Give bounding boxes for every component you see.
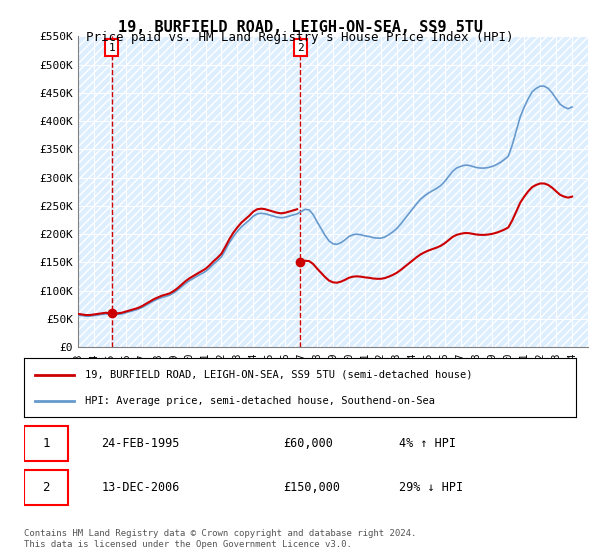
Text: 29% ↓ HPI: 29% ↓ HPI [400,480,463,493]
Text: Contains HM Land Registry data © Crown copyright and database right 2024.
This d: Contains HM Land Registry data © Crown c… [24,529,416,549]
Text: 19, BURFIELD ROAD, LEIGH-ON-SEA, SS9 5TU: 19, BURFIELD ROAD, LEIGH-ON-SEA, SS9 5TU [118,20,482,35]
Text: HPI: Average price, semi-detached house, Southend-on-Sea: HPI: Average price, semi-detached house,… [85,396,435,406]
FancyBboxPatch shape [24,469,68,505]
FancyBboxPatch shape [24,426,68,461]
Text: £60,000: £60,000 [283,437,334,450]
Text: 13-DEC-2006: 13-DEC-2006 [101,480,179,493]
Text: 2: 2 [43,480,50,493]
Text: 2: 2 [297,43,304,53]
Text: 19, BURFIELD ROAD, LEIGH-ON-SEA, SS9 5TU (semi-detached house): 19, BURFIELD ROAD, LEIGH-ON-SEA, SS9 5TU… [85,370,472,380]
Text: Price paid vs. HM Land Registry's House Price Index (HPI): Price paid vs. HM Land Registry's House … [86,31,514,44]
Text: 1: 1 [109,43,115,53]
Text: 1: 1 [43,437,50,450]
Text: 4% ↑ HPI: 4% ↑ HPI [400,437,457,450]
Text: £150,000: £150,000 [283,480,340,493]
Text: 24-FEB-1995: 24-FEB-1995 [101,437,179,450]
